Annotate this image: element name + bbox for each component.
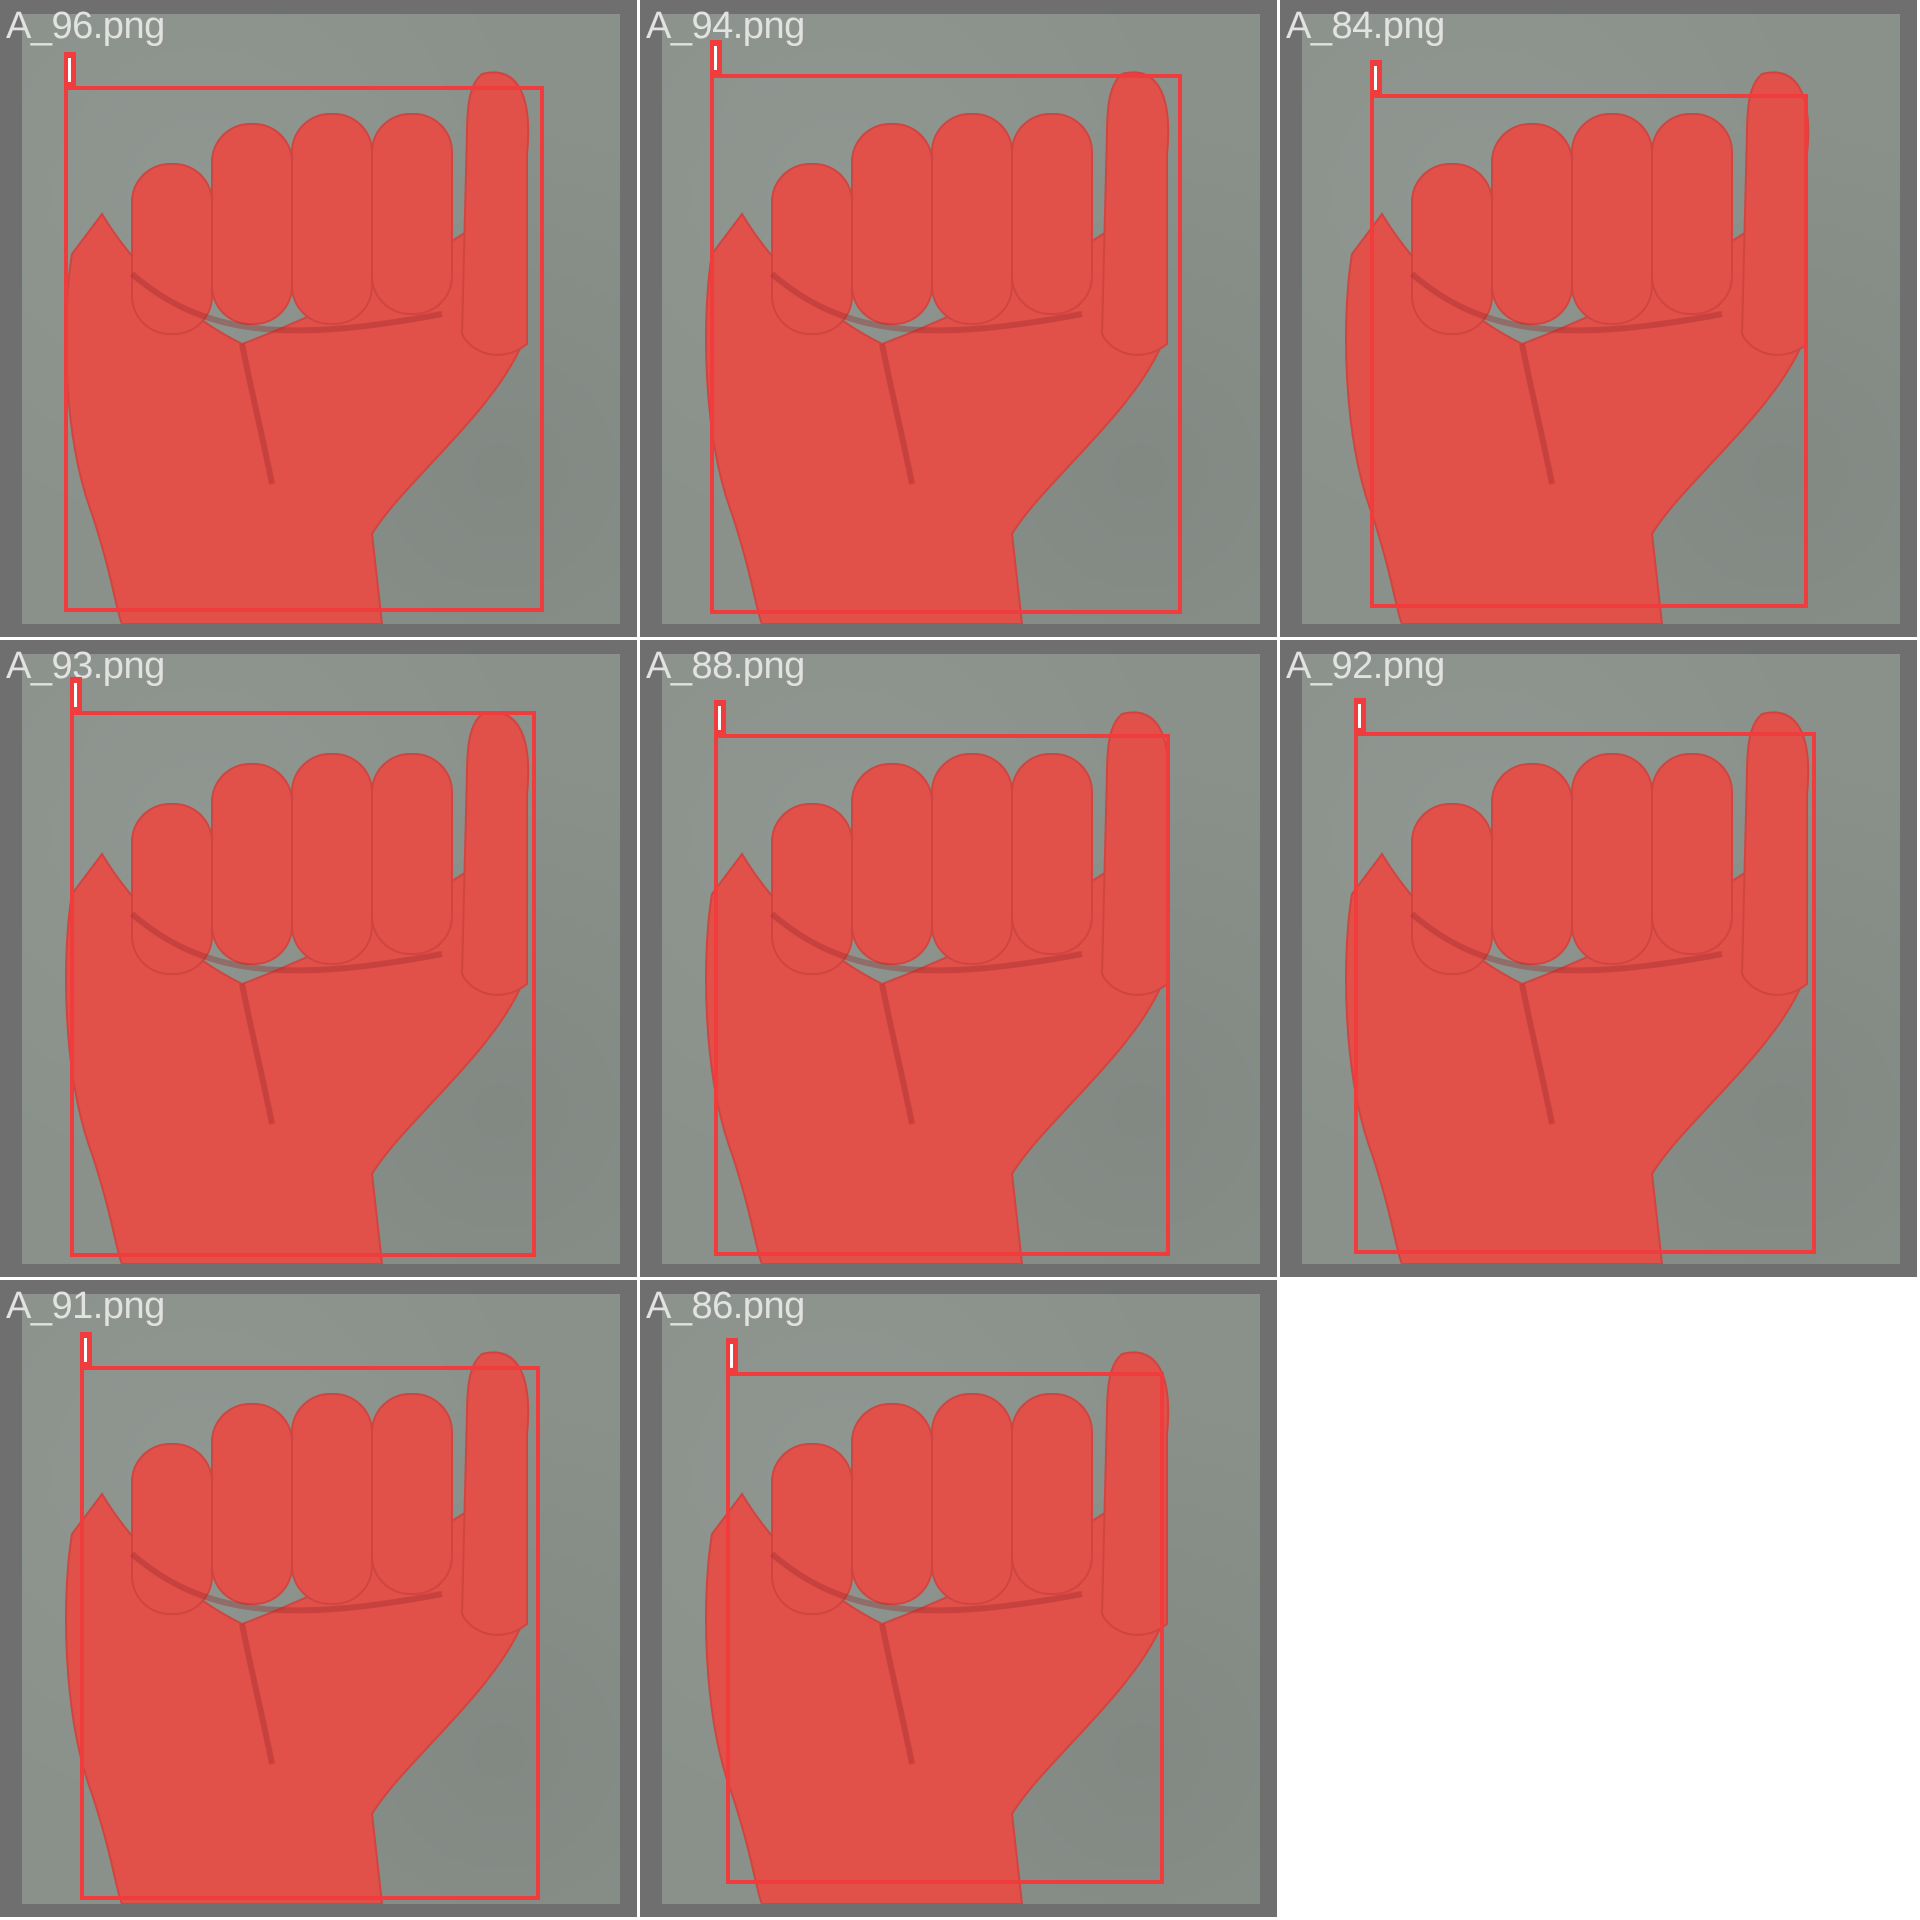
detection-bounding-box bbox=[726, 1372, 1164, 1884]
finger-region bbox=[1011, 1393, 1093, 1595]
image-tile: A_96.png bbox=[0, 0, 637, 637]
hand-photo bbox=[662, 14, 1260, 624]
hand-photo bbox=[22, 14, 620, 624]
image-tile: A_93.png bbox=[0, 640, 637, 1277]
tile-filename: A_86.png bbox=[646, 1285, 805, 1327]
tile-filename: A_96.png bbox=[6, 5, 165, 47]
hand-region bbox=[1100, 711, 1170, 996]
hand-region bbox=[1100, 71, 1170, 356]
hand-segmentation-mask bbox=[65, 711, 530, 1264]
hand-segmentation-mask bbox=[65, 1351, 530, 1904]
palm-crease bbox=[770, 1551, 1083, 1765]
finger-region bbox=[371, 113, 453, 315]
hand-segmentation-mask bbox=[705, 711, 1170, 1264]
detection-label-tag bbox=[70, 677, 82, 715]
tile-filename: A_94.png bbox=[646, 5, 805, 47]
hand-region bbox=[1100, 1351, 1170, 1636]
palm-crease bbox=[770, 271, 1083, 485]
detection-bounding-box bbox=[714, 734, 1170, 1256]
tile-filename: A_92.png bbox=[1286, 645, 1445, 687]
hand-segmentation-mask bbox=[705, 1351, 1170, 1904]
detection-bounding-box bbox=[1370, 94, 1808, 608]
hand-segmentation-mask bbox=[705, 71, 1170, 624]
detection-label-tag bbox=[1354, 698, 1366, 736]
image-tile: A_84.png bbox=[1280, 0, 1917, 637]
palm-crease bbox=[130, 911, 443, 1125]
palm-crease bbox=[770, 911, 1083, 1125]
finger-region bbox=[371, 1393, 453, 1595]
detection-label-tag bbox=[726, 1338, 738, 1376]
detection-label-tag bbox=[1370, 60, 1382, 98]
detection-bounding-box bbox=[80, 1366, 540, 1900]
image-tile: A_88.png bbox=[640, 640, 1277, 1277]
image-tile: A_91.png bbox=[0, 1280, 637, 1917]
palm-crease bbox=[130, 1551, 443, 1765]
hand-photo bbox=[662, 654, 1260, 1264]
palm-crease bbox=[130, 271, 443, 485]
detection-label-tag bbox=[80, 1332, 92, 1370]
hand-photo bbox=[1302, 14, 1900, 624]
hand-region bbox=[1740, 71, 1810, 356]
finger-region bbox=[1011, 753, 1093, 955]
finger-region bbox=[1011, 113, 1093, 315]
hand-segmentation-mask bbox=[65, 71, 530, 624]
finger-region bbox=[1651, 753, 1733, 955]
hand-segmentation-mask bbox=[1345, 711, 1810, 1264]
palm-crease bbox=[1410, 911, 1723, 1125]
detection-bounding-box bbox=[1354, 732, 1816, 1254]
detection-label-tag bbox=[714, 700, 726, 738]
hand-region bbox=[1740, 711, 1810, 996]
detection-bounding-box bbox=[70, 711, 536, 1257]
hand-region bbox=[460, 711, 530, 996]
hand-photo bbox=[22, 1294, 620, 1904]
tile-filename: A_84.png bbox=[1286, 5, 1445, 47]
finger-region bbox=[1651, 113, 1733, 315]
finger-region bbox=[371, 753, 453, 955]
image-tile: A_92.png bbox=[1280, 640, 1917, 1277]
hand-segmentation-mask bbox=[1345, 71, 1810, 624]
tile-filename: A_93.png bbox=[6, 645, 165, 687]
detection-bounding-box bbox=[710, 74, 1182, 614]
image-tile: A_94.png bbox=[640, 0, 1277, 637]
detection-label-tag bbox=[64, 52, 76, 90]
hand-photo bbox=[1302, 654, 1900, 1264]
palm-crease bbox=[1410, 271, 1723, 485]
tile-filename: A_91.png bbox=[6, 1285, 165, 1327]
hand-photo bbox=[22, 654, 620, 1264]
detection-bounding-box bbox=[64, 86, 544, 612]
tile-filename: A_88.png bbox=[646, 645, 805, 687]
detection-label-tag bbox=[710, 40, 722, 78]
